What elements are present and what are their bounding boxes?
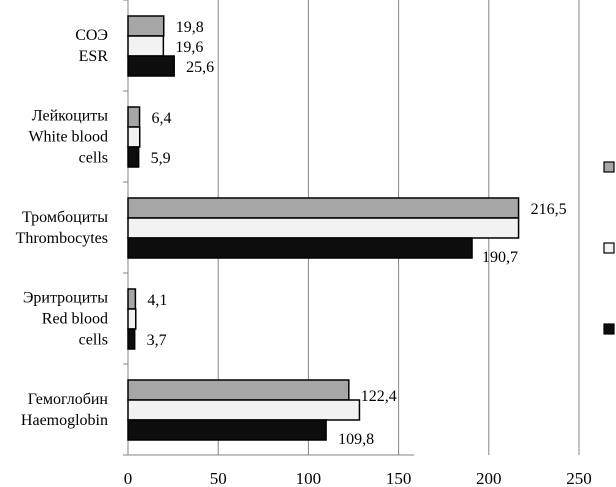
category-label: Haemoglobin	[21, 412, 108, 429]
bar	[127, 328, 136, 350]
data-label: 3,7	[147, 332, 167, 349]
category-label: cells	[79, 332, 108, 349]
bar	[127, 399, 361, 421]
bar	[127, 35, 165, 57]
bar	[127, 126, 141, 148]
x-tick-label: 200	[476, 469, 502, 487]
bar	[127, 146, 140, 168]
bar	[127, 308, 137, 330]
bar	[127, 55, 175, 77]
category-label: Гемоглобин	[28, 391, 109, 408]
data-label: 4,1	[147, 292, 167, 309]
data-label: 19,8	[176, 19, 204, 36]
data-label: 109,8	[338, 431, 374, 448]
bar	[127, 217, 520, 239]
category-label: Thrombocytes	[16, 230, 108, 247]
category-label: Эритроциты	[23, 290, 108, 307]
category-label: cells	[79, 150, 108, 167]
bar	[127, 106, 141, 128]
category-label: Лейкоциты	[32, 108, 108, 125]
legend-marker	[603, 242, 615, 254]
x-tick-label: 250	[566, 469, 592, 487]
bar	[127, 197, 520, 219]
data-label: 122,4	[361, 388, 397, 405]
data-label: 216,5	[531, 201, 567, 218]
legend-marker	[603, 161, 615, 173]
category-label: Red blood	[42, 311, 108, 328]
bar	[127, 419, 327, 441]
data-label: 25,6	[186, 59, 214, 76]
data-label: 190,7	[482, 249, 518, 266]
x-tick-label: 50	[210, 469, 227, 487]
bar	[127, 15, 165, 37]
bar	[127, 237, 473, 259]
category-label: White blood	[28, 129, 108, 146]
data-label: 19,6	[175, 39, 203, 56]
category-label: ESR	[79, 48, 109, 65]
category-label: СОЭ	[75, 27, 108, 44]
legend-marker	[603, 323, 615, 335]
data-label: 6,4	[152, 110, 172, 127]
x-tick-label: 100	[296, 469, 322, 487]
x-tick-label: 150	[386, 469, 412, 487]
category-label: Тромбоциты	[22, 209, 108, 226]
bar	[127, 379, 350, 401]
data-label: 5,9	[151, 150, 171, 167]
bar	[127, 288, 137, 310]
x-tick-label: 0	[124, 469, 133, 487]
